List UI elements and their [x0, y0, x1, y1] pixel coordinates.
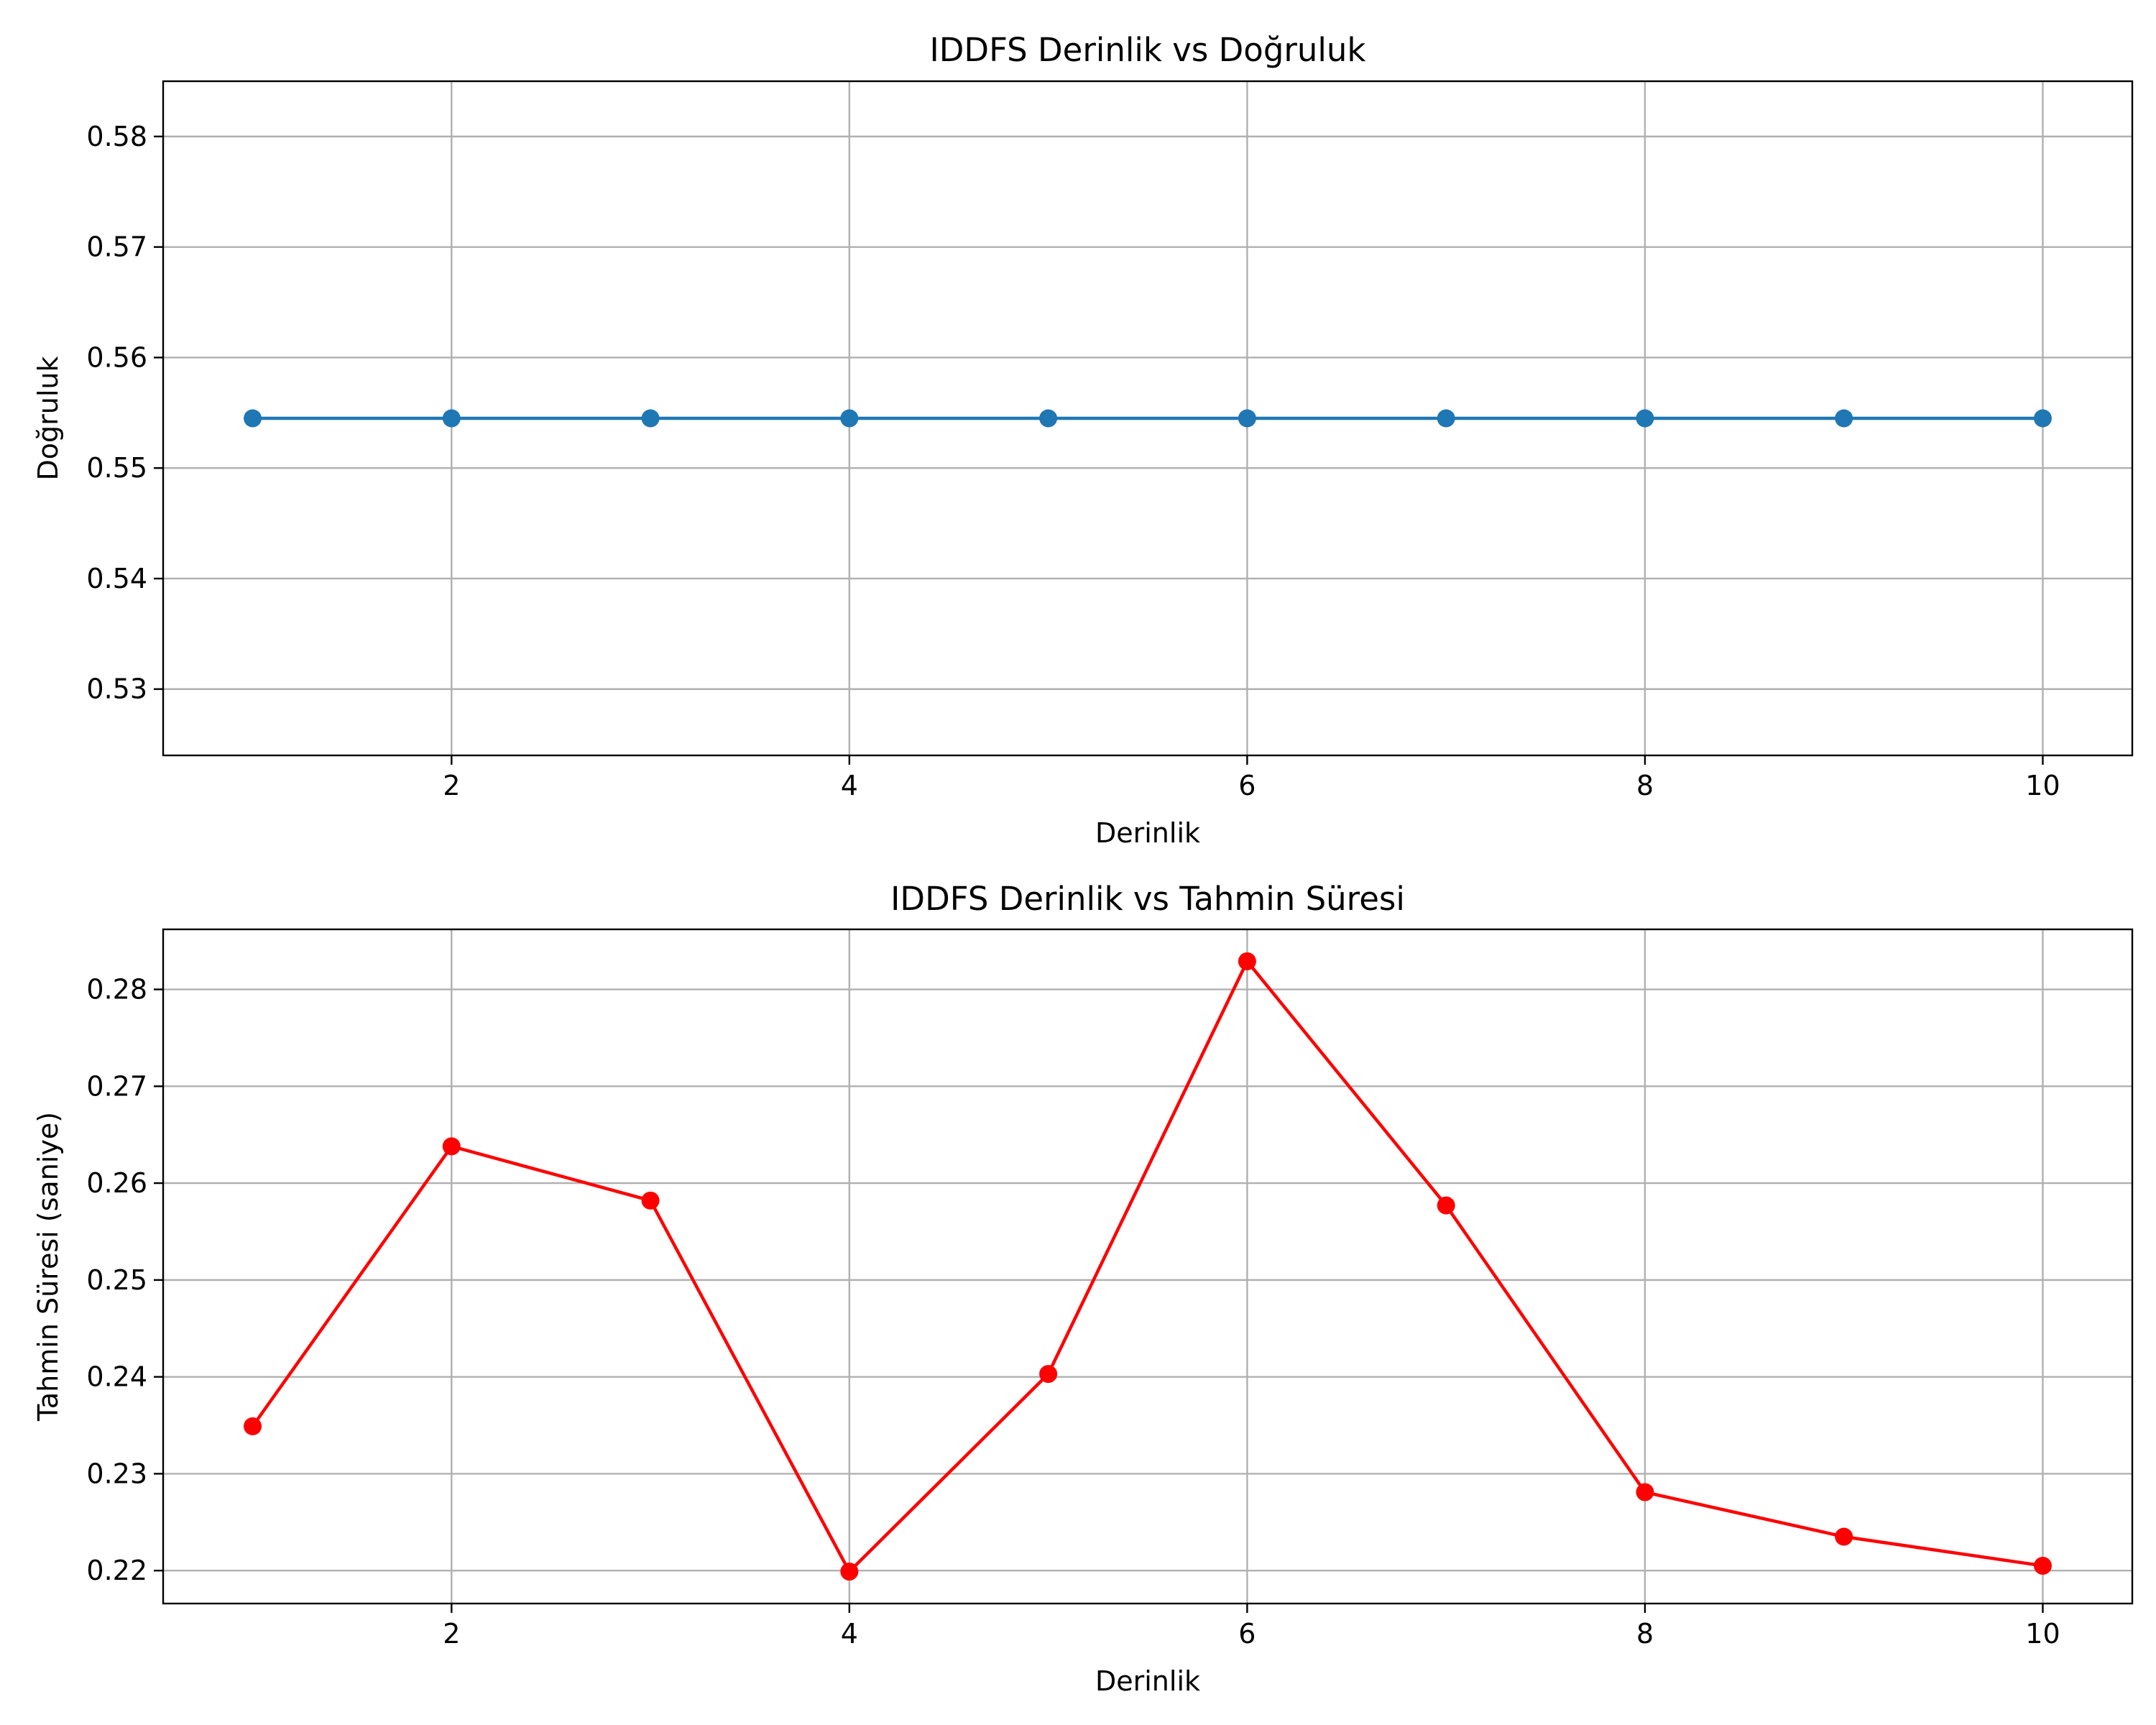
accuracy-chart-plot-frame — [162, 80, 2134, 757]
prediction-time-chart-x-tick-label: 2 — [443, 1618, 460, 1650]
accuracy-chart-x-tick-label: 2 — [443, 770, 460, 801]
accuracy-chart-ticks: 2 4 6 8 10 0.53 0.54 0.55 0.56 0.57 0.58 — [86, 121, 2060, 801]
accuracy-chart-y-tick-label: 0.58 — [86, 121, 147, 152]
prediction-time-chart: IDDFS Derinlik vs Tahmin Süresi Derinlik… — [32, 880, 2134, 1697]
prediction-time-chart-x-tick-label: 6 — [1238, 1618, 1256, 1650]
prediction-time-chart-y-tick-label: 0.23 — [86, 1458, 147, 1489]
prediction-time-chart-y-tick-label: 0.28 — [86, 974, 147, 1006]
accuracy-chart-x-tick-label: 8 — [1636, 770, 1654, 801]
prediction-time-chart-y-tick-label: 0.25 — [86, 1264, 147, 1296]
prediction-time-chart-grid — [163, 929, 2132, 1604]
prediction-time-chart-y-axis-label: Tahmin Süresi (saniye) — [32, 1112, 64, 1422]
accuracy-chart-y-tick-label: 0.55 — [86, 452, 147, 484]
prediction-time-chart-data-point — [1437, 1196, 1455, 1215]
prediction-time-chart-x-tick-label: 4 — [841, 1618, 858, 1650]
accuracy-chart-y-axis-label: Doğruluk — [32, 356, 64, 481]
prediction-time-chart-ticks: 2 4 6 8 10 0.22 0.23 0.24 0.25 0.26 0.27 0.28 — [86, 974, 2060, 1650]
prediction-time-chart-data-point — [840, 1563, 859, 1581]
prediction-time-chart-data-point — [641, 1191, 660, 1210]
accuracy-chart-y-tick-label: 0.57 — [86, 231, 147, 263]
prediction-time-chart-data-point — [1636, 1483, 1654, 1501]
prediction-time-chart-x-tick-label: 8 — [1636, 1618, 1654, 1650]
accuracy-chart-x-tick-label: 10 — [2025, 770, 2060, 801]
accuracy-chart-data-point — [641, 409, 660, 428]
accuracy-chart-x-axis-label: Derinlik — [1095, 817, 1200, 849]
prediction-time-chart-title: IDDFS Derinlik vs Tahmin Süresi — [890, 880, 1405, 918]
accuracy-chart-data-point — [1039, 409, 1058, 428]
accuracy-chart-y-tick-label: 0.56 — [86, 341, 147, 373]
accuracy-chart: IDDFS Derinlik vs Doğruluk Derinlik Doğr… — [32, 31, 2134, 849]
accuracy-chart-y-tick-label: 0.53 — [86, 673, 147, 705]
accuracy-chart-data-point — [1238, 409, 1256, 428]
prediction-time-chart-y-tick-label: 0.24 — [86, 1361, 147, 1393]
accuracy-chart-data-point — [1835, 409, 1853, 428]
prediction-time-chart-y-tick-label: 0.22 — [86, 1555, 147, 1586]
prediction-time-chart-series-line — [251, 960, 2043, 1573]
accuracy-chart-x-tick-label: 4 — [841, 770, 858, 801]
accuracy-chart-data-point — [1437, 409, 1455, 428]
prediction-time-chart-data-point — [2033, 1556, 2052, 1575]
accuracy-chart-data-point — [442, 409, 461, 428]
prediction-time-chart-data-point — [1039, 1365, 1058, 1384]
prediction-time-chart-data-point — [244, 1417, 262, 1435]
accuracy-chart-y-tick-label: 0.54 — [86, 563, 147, 594]
accuracy-chart-data-point — [840, 409, 859, 428]
prediction-time-chart-data-point — [1835, 1527, 1853, 1546]
accuracy-chart-data-point — [2033, 409, 2052, 428]
accuracy-chart-data-point — [1636, 409, 1654, 428]
prediction-time-chart-y-tick-label: 0.27 — [86, 1070, 147, 1102]
accuracy-chart-data-point — [244, 409, 262, 428]
prediction-time-chart-y-tick-label: 0.26 — [86, 1167, 147, 1199]
accuracy-chart-x-tick-label: 6 — [1238, 770, 1256, 801]
prediction-time-chart-x-axis-label: Derinlik — [1095, 1665, 1200, 1697]
prediction-time-chart-data-point — [442, 1137, 461, 1156]
prediction-time-chart-data-point — [1238, 952, 1256, 970]
accuracy-chart-title: IDDFS Derinlik vs Doğruluk — [930, 31, 1366, 69]
prediction-time-chart-x-tick-label: 10 — [2025, 1618, 2060, 1650]
prediction-time-chart-plot-frame — [162, 928, 2134, 1605]
